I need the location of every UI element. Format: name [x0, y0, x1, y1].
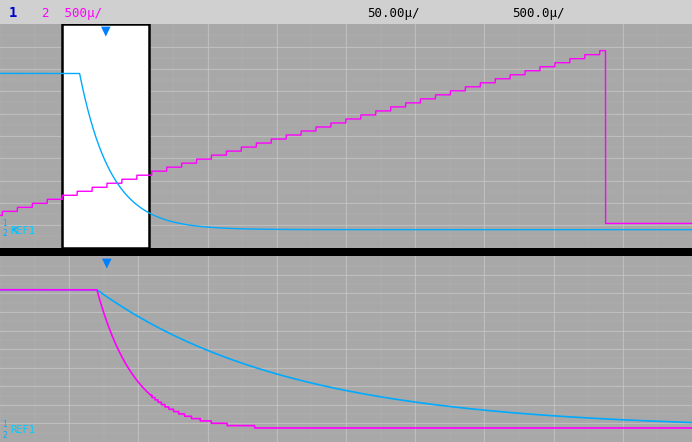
Text: 1
2: 1 2 [2, 420, 7, 440]
Text: 50.00μ/: 50.00μ/ [367, 7, 419, 20]
Bar [62, 24, 149, 248]
Text: 1: 1 [8, 6, 17, 20]
Text: 2  500μ/: 2 500μ/ [42, 7, 102, 20]
Text: 1
2: 1 2 [2, 219, 7, 238]
Text: ▼: ▼ [102, 256, 112, 269]
Text: REF1: REF1 [10, 425, 35, 434]
Text: ▼: ▼ [101, 24, 110, 37]
Text: 500.0μ/: 500.0μ/ [512, 7, 565, 20]
Text: REF1: REF1 [10, 226, 35, 236]
